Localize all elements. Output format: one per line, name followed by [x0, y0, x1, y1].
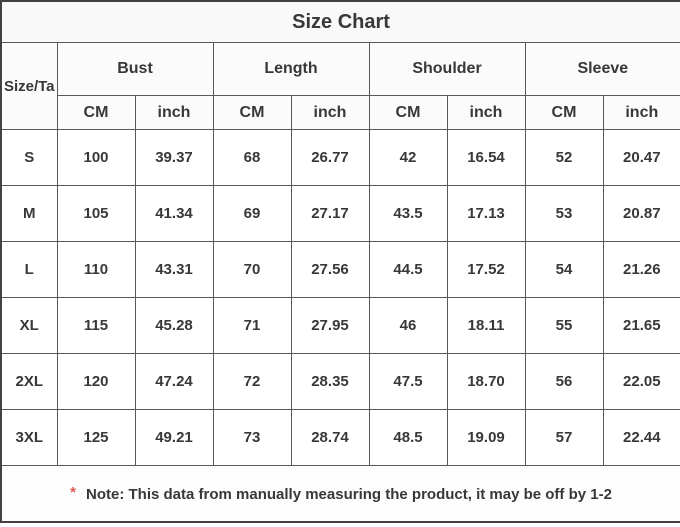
cell-value: 42	[368, 129, 448, 186]
page-title: Size Chart	[0, 0, 680, 43]
unit-header: inch	[602, 95, 680, 130]
cell-value: 46	[368, 297, 448, 354]
cell-value: 105	[56, 185, 136, 242]
column-group-shoulder: Shoulder	[368, 42, 526, 96]
cell-value: 18.70	[446, 353, 526, 410]
cell-value: 45.28	[134, 297, 214, 354]
cell-value: 68	[212, 129, 292, 186]
table-row-2xl: 2XL 120 47.24 72 28.35 47.5 18.70 56 22.…	[0, 353, 680, 410]
cell-value: 57	[524, 409, 604, 466]
cell-value: 39.37	[134, 129, 214, 186]
cell-value: 70	[212, 241, 292, 298]
cell-value: 18.11	[446, 297, 526, 354]
cell-value: 120	[56, 353, 136, 410]
cell-value: 21.26	[602, 241, 680, 298]
cell-value: 49.21	[134, 409, 214, 466]
size-label: XL	[0, 297, 58, 354]
cell-value: 53	[524, 185, 604, 242]
table-row-s: S 100 39.37 68 26.77 42 16.54 52 20.47	[0, 129, 680, 186]
table-row-l: L 110 43.31 70 27.56 44.5 17.52 54 21.26	[0, 241, 680, 298]
size-label: L	[0, 241, 58, 298]
cell-value: 20.87	[602, 185, 680, 242]
cell-value: 28.74	[290, 409, 370, 466]
red-asterisk: *	[70, 484, 77, 501]
cell-value: 21.65	[602, 297, 680, 354]
size-label: 2XL	[0, 353, 58, 410]
cell-value: 17.52	[446, 241, 526, 298]
column-group-header-row: Size/Ta Bust Length Shoulder Sleeve	[0, 42, 680, 130]
cell-value: 27.95	[290, 297, 370, 354]
unit-header: CM	[368, 95, 448, 130]
cell-value: 43.5	[368, 185, 448, 242]
cell-value: 56	[524, 353, 604, 410]
cell-value: 71	[212, 297, 292, 354]
cell-value: 52	[524, 129, 604, 186]
cell-value: 19.09	[446, 409, 526, 466]
cell-value: 110	[56, 241, 136, 298]
cell-value: 47.24	[134, 353, 214, 410]
note-cell: * Note: This data from manually measuring…	[0, 465, 680, 523]
unit-header: inch	[134, 95, 214, 130]
cell-value: 72	[212, 353, 292, 410]
table-row-m: M 105 41.34 69 27.17 43.5 17.13 53 20.87	[0, 185, 680, 242]
title-row: Size Chart	[0, 0, 680, 43]
cell-value: 16.54	[446, 129, 526, 186]
cell-value: 17.13	[446, 185, 526, 242]
size-label: S	[0, 129, 58, 186]
cell-value: 115	[56, 297, 136, 354]
cell-value: 73	[212, 409, 292, 466]
table-row-3xl: 3XL 125 49.21 73 28.74 48.5 19.09 57 22.…	[0, 409, 680, 466]
cell-value: 125	[56, 409, 136, 466]
unit-header: CM	[56, 95, 136, 130]
cell-value: 54	[524, 241, 604, 298]
size-label: 3XL	[0, 409, 58, 466]
table-row-xl: XL 115 45.28 71 27.95 46 18.11 55 21.65	[0, 297, 680, 354]
column-group-bust: Bust	[56, 42, 214, 96]
unit-header: CM	[524, 95, 604, 130]
cell-value: 55	[524, 297, 604, 354]
cell-value: 69	[212, 185, 292, 242]
cell-value: 41.34	[134, 185, 214, 242]
cell-value: 22.44	[602, 409, 680, 466]
cell-value: 22.05	[602, 353, 680, 410]
cell-value: 20.47	[602, 129, 680, 186]
cell-value: 44.5	[368, 241, 448, 298]
unit-header: CM	[212, 95, 292, 130]
cell-value: 47.5	[368, 353, 448, 410]
cell-value: 100	[56, 129, 136, 186]
cell-value: 26.77	[290, 129, 370, 186]
note-text: Note: This data from manually measuring …	[86, 486, 612, 503]
note-row: * Note: This data from manually measuring…	[0, 465, 680, 523]
cell-value: 27.56	[290, 241, 370, 298]
corner-size-tag-label: Size/Ta	[0, 42, 58, 130]
unit-header-row: CM inch CM inch CM inch CM inch	[1, 95, 680, 130]
cell-value: 28.35	[290, 353, 370, 410]
unit-header: inch	[290, 95, 370, 130]
column-group-sleeve: Sleeve	[524, 42, 680, 96]
column-group-length: Length	[212, 42, 370, 96]
cell-value: 43.31	[134, 241, 214, 298]
cell-value: 48.5	[368, 409, 448, 466]
size-label: M	[0, 185, 58, 242]
cell-value: 27.17	[290, 185, 370, 242]
unit-header: inch	[446, 95, 526, 130]
